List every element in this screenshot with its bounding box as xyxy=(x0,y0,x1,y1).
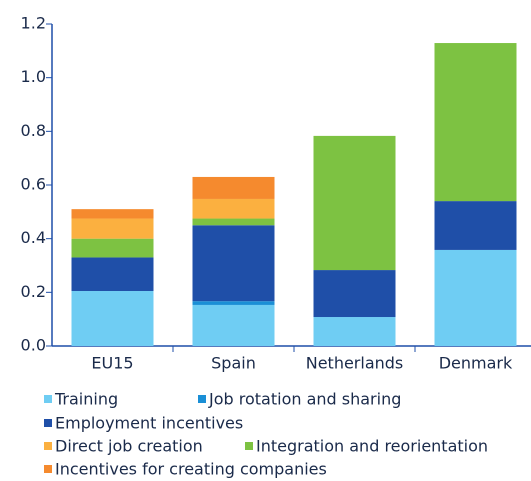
bar-segment xyxy=(192,198,275,219)
legend-label: Incentives for creating companies xyxy=(55,460,327,479)
legend-label: Training xyxy=(54,390,118,409)
bar-segment xyxy=(313,317,396,346)
bar-segment xyxy=(313,135,396,271)
y-tick-label: 0.8 xyxy=(21,121,46,140)
x-tick-label: Spain xyxy=(211,354,256,373)
bar-segment xyxy=(192,304,275,346)
legend-swatch xyxy=(44,419,52,427)
x-tick-label: Netherlands xyxy=(306,354,404,373)
bar-segment xyxy=(192,176,275,199)
legend-label: Direct job creation xyxy=(55,437,203,456)
y-tick-label: 1.0 xyxy=(21,67,46,86)
y-tick-label: 0.2 xyxy=(21,282,46,301)
bar-segment xyxy=(434,201,517,250)
y-tick-label: 0.6 xyxy=(21,175,46,194)
y-tick-label: 1.2 xyxy=(21,14,46,33)
legend-swatch xyxy=(44,442,52,450)
bar-segment xyxy=(71,290,154,346)
legend-swatch xyxy=(245,442,253,450)
x-tick-label: Denmark xyxy=(439,354,513,373)
y-tick-label: 0.4 xyxy=(21,228,46,247)
legend-swatch xyxy=(198,395,206,403)
bar-segment xyxy=(71,209,154,219)
bar-segment xyxy=(192,225,275,302)
bar-segment xyxy=(192,301,275,305)
bar-segment xyxy=(71,218,154,239)
legend-label: Employment incentives xyxy=(55,414,243,433)
legend-label: Integration and reorientation xyxy=(256,437,488,456)
legend-label: Job rotation and sharing xyxy=(208,390,401,409)
bar-segment xyxy=(71,257,154,291)
bar-segment xyxy=(434,249,517,346)
bar-segment xyxy=(434,43,517,202)
x-tick-label: EU15 xyxy=(91,354,133,373)
legend-swatch xyxy=(44,465,52,473)
bar-segment xyxy=(313,270,396,318)
bar-segment xyxy=(192,218,275,226)
legend-swatch xyxy=(44,395,52,403)
y-tick-label: 0.0 xyxy=(21,336,46,355)
bar-segment xyxy=(71,238,154,258)
